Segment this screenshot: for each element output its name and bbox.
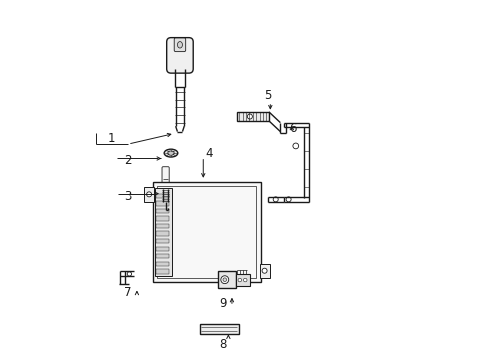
Bar [156, 239, 169, 243]
Text: 8: 8 [219, 338, 226, 351]
Bar [218, 271, 236, 288]
Circle shape [247, 114, 252, 119]
Bar [156, 194, 169, 198]
Circle shape [273, 197, 278, 202]
Bar [156, 216, 169, 221]
Text: 9: 9 [219, 297, 226, 310]
Bar [157, 186, 256, 278]
Ellipse shape [167, 151, 174, 155]
FancyBboxPatch shape [174, 38, 185, 51]
Bar [156, 254, 169, 258]
Ellipse shape [164, 149, 178, 157]
Text: 5: 5 [264, 89, 271, 102]
Circle shape [262, 268, 266, 273]
Text: 7: 7 [124, 287, 131, 300]
Bar [237, 112, 268, 121]
Bar [156, 247, 169, 251]
Circle shape [243, 278, 246, 282]
Bar [156, 201, 169, 206]
Circle shape [146, 192, 151, 197]
FancyBboxPatch shape [162, 167, 169, 187]
Bar [144, 187, 154, 202]
Circle shape [238, 278, 241, 282]
Circle shape [285, 197, 290, 202]
Bar [156, 209, 169, 213]
Circle shape [127, 272, 131, 276]
Circle shape [223, 278, 226, 282]
Bar [236, 274, 249, 286]
Bar [156, 224, 169, 228]
Text: 6: 6 [288, 122, 296, 135]
Text: 1: 1 [108, 132, 115, 145]
Bar [155, 188, 172, 276]
Bar [199, 324, 239, 334]
Circle shape [221, 276, 228, 284]
Polygon shape [160, 184, 171, 194]
Bar [153, 182, 260, 282]
Bar [259, 264, 269, 278]
Text: 2: 2 [124, 154, 131, 167]
Bar [156, 231, 169, 236]
Text: 3: 3 [124, 190, 131, 203]
FancyBboxPatch shape [166, 38, 193, 73]
Bar [156, 269, 169, 274]
Circle shape [292, 143, 298, 149]
Bar [156, 262, 169, 266]
Ellipse shape [177, 41, 182, 48]
Text: 4: 4 [204, 147, 212, 159]
